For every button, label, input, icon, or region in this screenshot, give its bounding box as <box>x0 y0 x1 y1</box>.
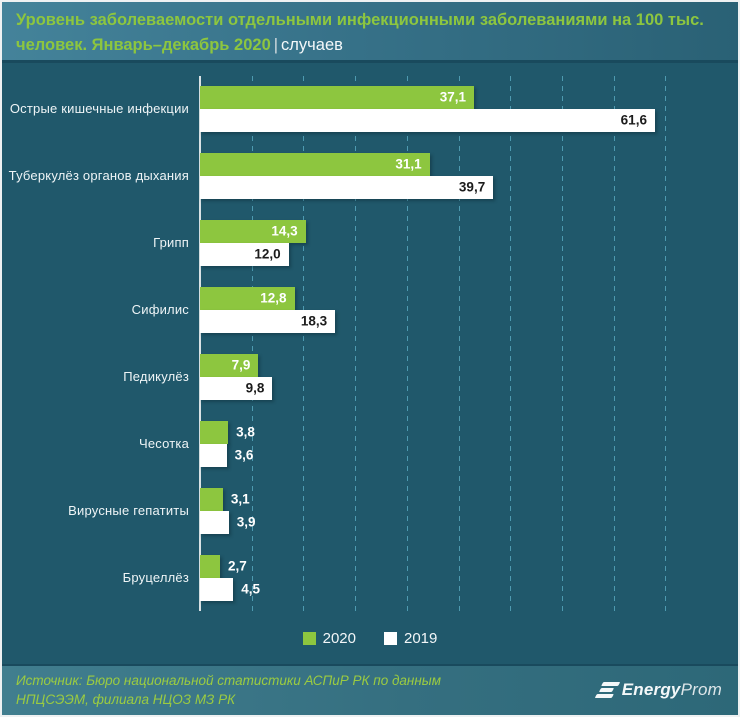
chart-area: Острые кишечные инфекции 37,1 61,6 Туберкул… <box>2 63 738 612</box>
bar-group: 31,1 39,7 <box>200 142 717 209</box>
bar-2020: 31,1 <box>200 152 430 176</box>
chart-title: Уровень заболеваемости отдельными инфекц… <box>16 8 724 58</box>
energyprom-logo: EnergyProm <box>594 679 722 700</box>
category-label: Острые кишечные инфекции <box>9 101 189 116</box>
category-axis-line <box>199 76 201 611</box>
category-label: Бруцеллёз <box>122 570 189 585</box>
chart-row: Бруцеллёз 2,7 4,5 <box>2 544 717 611</box>
bar-2020: 7,9 <box>200 353 259 377</box>
legend-label: 2019 <box>404 629 438 647</box>
bar-value-label: 18,3 <box>300 313 328 329</box>
bar-group: 7,9 9,8 <box>200 343 717 410</box>
energyprom-logo-icon <box>594 681 620 698</box>
bar-value-label: 61,6 <box>620 112 647 128</box>
bar-value-label: 14,3 <box>271 223 298 239</box>
bar-value-label: 2,7 <box>227 558 247 574</box>
footer: Источник: Бюро национальной статистики А… <box>2 664 738 715</box>
bar-value-label: 3,6 <box>234 447 254 463</box>
bar-value-label: 3,8 <box>236 424 255 440</box>
bar-value-label: 31,1 <box>395 156 422 172</box>
bar-2019: 9,8 <box>200 376 273 400</box>
bar-group: 37,1 61,6 <box>200 75 717 142</box>
category-label: Чесотка <box>138 436 189 451</box>
bar-value-label: 37,1 <box>439 89 466 105</box>
chart-row: Сифилис 12,8 18,3 <box>2 276 717 343</box>
bar-value-label: 3,9 <box>236 514 256 530</box>
chart-row: Педикулёз 7,9 9,8 <box>2 343 717 410</box>
bar-2019: 61,6 <box>200 108 655 132</box>
category-label: Грипп <box>153 235 189 250</box>
category-label: Туберкулёз органов дыхания <box>8 168 189 183</box>
bar-value-label: 39,7 <box>458 179 486 195</box>
bar-2020: 2,7 <box>200 554 247 578</box>
legend-swatch-2020 <box>302 631 316 645</box>
chart-row: Вирусные гепатиты 3,1 3,9 <box>2 477 717 544</box>
energyprom-logo-text: EnergyProm <box>621 679 722 699</box>
bar-2019: 39,7 <box>200 175 494 199</box>
bar-group: 3,1 3,9 <box>200 477 717 544</box>
chart-row: Острые кишечные инфекции 37,1 61,6 <box>2 75 717 142</box>
bar-2019: 3,6 <box>200 443 253 467</box>
bar-2019: 12,0 <box>200 242 289 266</box>
plot-rows: Острые кишечные инфекции 37,1 61,6 Туберкул… <box>2 75 717 611</box>
bar-value-label: 4,5 <box>241 581 261 597</box>
legend-item-2020: 2020 <box>302 629 356 647</box>
bar-value-label: 3,1 <box>230 491 250 507</box>
bar-2020: 14,3 <box>200 219 306 243</box>
bar-value-label: 7,9 <box>231 357 251 373</box>
header: Уровень заболеваемости отдельными инфекц… <box>2 2 738 63</box>
bar-2019: 4,5 <box>200 577 260 601</box>
chart-title-main: Уровень заболеваемости отдельными инфекц… <box>16 11 704 54</box>
legend-swatch-2019 <box>384 631 397 645</box>
source-note: Источник: Бюро национальной статистики А… <box>16 672 441 707</box>
category-label: Сифилис <box>131 302 189 317</box>
bar-group: 12,8 18,3 <box>200 276 717 343</box>
bar-group: 2,7 4,5 <box>200 544 717 611</box>
legend-item-2019: 2019 <box>384 630 437 647</box>
title-separator: | <box>273 36 279 54</box>
bar-value-label: 12,8 <box>260 290 287 306</box>
chart-row: Грипп 14,3 12,0 <box>2 209 717 276</box>
legend-label: 2020 <box>322 629 356 647</box>
category-label: Педикулёз <box>123 369 189 384</box>
bar-2019: 18,3 <box>200 309 336 333</box>
bar-group: 3,8 3,6 <box>200 410 717 477</box>
bar-value-label: 9,8 <box>245 380 265 396</box>
category-label: Вирусные гепатиты <box>68 503 189 518</box>
bar-group: 14,3 12,0 <box>200 209 717 276</box>
chart-row: Чесотка 3,8 3,6 <box>2 410 717 477</box>
bar-2020: 37,1 <box>200 85 474 109</box>
chart-row: Туберкулёз органов дыхания 31,1 39,7 <box>2 142 717 209</box>
chart-title-unit: случаев <box>281 36 343 54</box>
bar-2020: 3,1 <box>200 487 250 511</box>
bar-value-label: 12,0 <box>254 246 281 262</box>
bar-2020: 12,8 <box>200 286 295 310</box>
bar-2019: 3,9 <box>200 510 256 534</box>
bar-2020: 3,8 <box>200 420 255 444</box>
legend: 2020 2019 <box>2 612 738 664</box>
